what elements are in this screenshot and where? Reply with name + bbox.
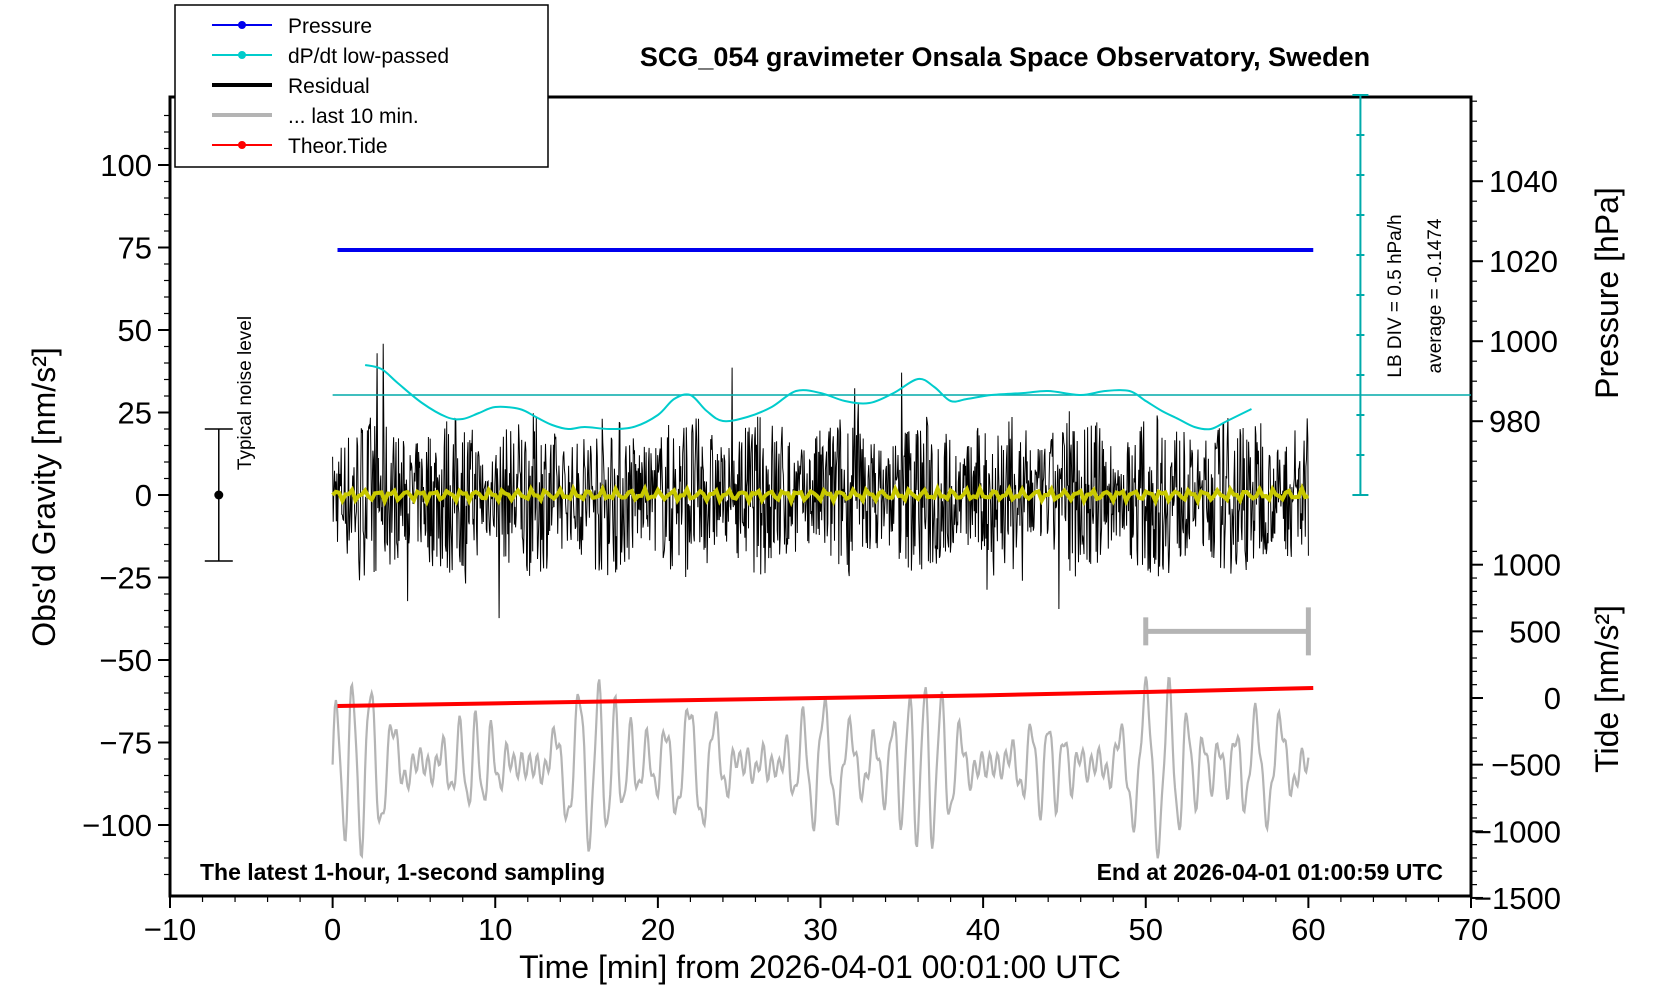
- chart-title: SCG_054 gravimeter Onsala Space Observat…: [640, 42, 1370, 72]
- last10-layer: [331, 676, 1310, 860]
- pressure-tick-label: 1040: [1489, 164, 1558, 199]
- note-right: End at 2026-04-01 01:00:59 UTC: [1097, 859, 1443, 885]
- x-tick-label: 20: [641, 912, 675, 947]
- x-tick-label: 60: [1291, 912, 1325, 947]
- x-tick-label: 0: [324, 912, 341, 947]
- legend-label: dP/dt low-passed: [288, 45, 449, 68]
- y-tick-label: −100: [82, 808, 152, 843]
- y-tick-label: 0: [135, 478, 152, 513]
- x-tick-label: 30: [803, 912, 837, 947]
- pressure-tick-label: 1020: [1489, 244, 1558, 279]
- residual-layer: [332, 343, 1309, 619]
- x-axis-title: Time [min] from 2026-04-01 00:01:00 UTC: [519, 949, 1121, 985]
- y-tick-label: 75: [118, 231, 152, 266]
- last10-line: [331, 676, 1310, 860]
- x-tick-label: 70: [1454, 912, 1488, 947]
- dpdt-line: [364, 364, 1252, 431]
- tide-tick-label: −1500: [1474, 881, 1561, 916]
- pressure-tick-label: 1000: [1489, 324, 1558, 359]
- legend-label: ... last 10 min.: [288, 105, 419, 128]
- noise-level-label: Typical noise level: [235, 316, 256, 470]
- lb-scale-label: LB DIV = 0.5 hPa/h: [1385, 214, 1406, 377]
- legend: Pressure dP/dt low-passed Residual ... last…: [174, 4, 549, 168]
- y-tick-label: −25: [99, 561, 152, 596]
- x-tick-label: 10: [478, 912, 512, 947]
- tide-tick-label: 0: [1544, 681, 1561, 716]
- noise-bar-point: [214, 490, 224, 500]
- y-tick-label: 25: [118, 396, 152, 431]
- tide-axis-title: Tide [nm/s²]: [1589, 605, 1625, 773]
- y-tick-label: 50: [118, 313, 152, 348]
- tide-line: [337, 686, 1314, 708]
- lines-layer: [331, 248, 1471, 708]
- tide-tick-label: 1000: [1492, 548, 1561, 583]
- y-tick-label: −75: [99, 726, 152, 761]
- note-left: The latest 1-hour, 1-second sampling: [200, 859, 605, 885]
- pressure-axis-title: Pressure [hPa]: [1589, 187, 1625, 399]
- legend-marker: [238, 141, 246, 149]
- y-tick-label: −50: [99, 643, 152, 678]
- legend-marker: [238, 21, 246, 29]
- legend-label: Residual: [288, 75, 370, 98]
- y-tick-label: 100: [100, 148, 152, 183]
- residual-mean-line: [331, 482, 1309, 508]
- legend-marker: [238, 51, 246, 59]
- tide-tick-label: 500: [1509, 614, 1561, 649]
- misc-layer: [204, 94, 1369, 656]
- x-tick-label: 50: [1129, 912, 1163, 947]
- x-tick-label: −10: [144, 912, 197, 947]
- lb-average-label: average = -0.1474: [1425, 218, 1446, 373]
- tide-tick-label: −500: [1491, 748, 1561, 783]
- y-axis-title: Obs'd Gravity [nm/s²]: [26, 347, 62, 647]
- residual-line: [332, 343, 1309, 619]
- legend-label: Theor.Tide: [288, 135, 388, 158]
- x-tick-label: 40: [966, 912, 1000, 947]
- tide-tick-label: −1000: [1474, 814, 1561, 849]
- legend-label: Pressure: [288, 15, 372, 38]
- pressure-tick-label: 980: [1489, 404, 1541, 439]
- ticks-layer: −10 0 10 20 30 40 50 60 701007550250−25−50−75−10…: [82, 100, 1561, 947]
